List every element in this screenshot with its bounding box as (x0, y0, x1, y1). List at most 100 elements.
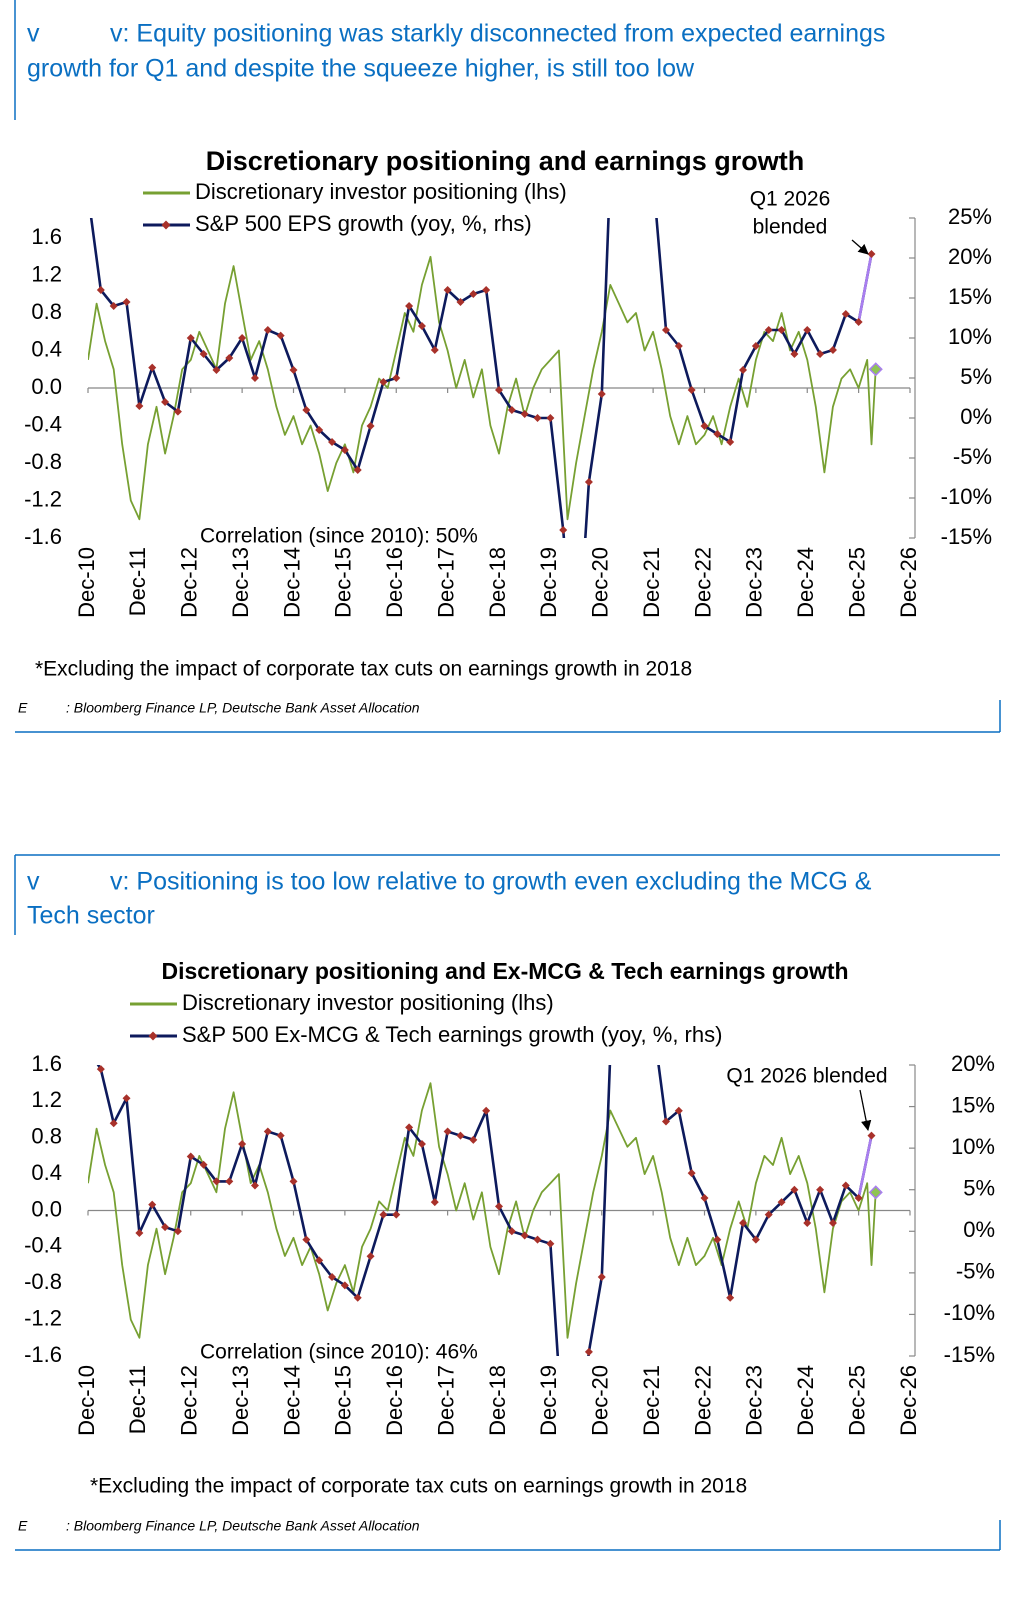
chart-note: Correlation (since 2010): 46% (200, 1341, 478, 1364)
point-marker (122, 1094, 131, 1103)
point-marker (238, 334, 247, 342)
point-marker (430, 346, 439, 354)
y-tick-label: -1.2 (24, 486, 62, 511)
point-marker (186, 1152, 195, 1161)
annotation-arrow (859, 1089, 872, 1132)
point-marker (96, 286, 105, 294)
point-marker (392, 374, 401, 382)
point-marker (854, 1194, 863, 1203)
point-marker (186, 334, 195, 342)
y2-tick-label: 20% (951, 1051, 995, 1076)
point-marker (790, 350, 799, 358)
y-tick-label: 1.2 (31, 261, 62, 286)
point-marker (828, 1218, 837, 1227)
point-marker (828, 346, 837, 354)
x-tick-label: Dec-10 (74, 547, 99, 618)
point-marker (803, 326, 812, 334)
point-marker (250, 1181, 259, 1190)
annotation-arrow (851, 239, 869, 255)
point-marker (841, 1181, 850, 1190)
x-tick-label: Dec-20 (588, 547, 613, 618)
y2-tick-label: -10% (944, 1300, 995, 1325)
annotation: blended (753, 216, 828, 239)
point-marker (661, 1117, 670, 1126)
point-marker (507, 406, 516, 414)
point-marker (584, 478, 593, 486)
point-marker (289, 366, 298, 374)
y-tick-label: -1.6 (24, 524, 62, 549)
point-marker (469, 290, 478, 298)
point-marker (867, 250, 876, 258)
point-marker (559, 526, 568, 534)
point-marker (379, 1210, 388, 1219)
source-label: E (18, 700, 28, 716)
x-tick-label: Dec-21 (639, 547, 664, 618)
x-tick-label: Dec-15 (331, 1365, 356, 1436)
highlight-segment (857, 253, 873, 323)
x-tick-label: Dec-25 (844, 1365, 869, 1436)
point-marker (661, 326, 670, 334)
point-marker (764, 326, 773, 334)
point-marker (674, 342, 683, 350)
point-marker (122, 298, 131, 306)
point-marker (135, 1228, 144, 1237)
series-line (88, 1082, 877, 1339)
y-tick-label: -0.8 (24, 449, 62, 474)
point-marker (764, 1210, 773, 1219)
point-marker (302, 1235, 311, 1244)
legend-label: Discretionary investor positioning (lhs) (195, 179, 567, 204)
point-marker (713, 1235, 722, 1244)
x-tick-label: Dec-18 (485, 547, 510, 618)
point-marker (109, 1119, 118, 1128)
point-marker (751, 1235, 760, 1244)
point-marker (443, 286, 452, 294)
point-marker (700, 1194, 709, 1203)
highlight-segment (857, 1135, 873, 1199)
y-tick-label: 0.8 (31, 299, 62, 324)
series-line (88, 255, 877, 521)
x-tick-label: Dec-22 (690, 1365, 715, 1436)
point-marker (469, 1135, 478, 1144)
point-marker (161, 398, 170, 406)
point-marker (199, 1160, 208, 1169)
point-marker (289, 1177, 298, 1186)
point-marker (520, 410, 529, 418)
point-marker (803, 1218, 812, 1227)
x-tick-label: Dec-16 (382, 1365, 407, 1436)
point-marker (674, 1106, 683, 1115)
point-marker (353, 1293, 362, 1302)
footnote: *Excluding the impact of corporate tax c… (90, 1475, 747, 1498)
x-tick-label: Dec-23 (742, 547, 767, 618)
point-marker (302, 406, 311, 414)
heading-label: v (27, 20, 40, 48)
x-tick-label: Dec-25 (844, 547, 869, 618)
point-marker (148, 363, 157, 372)
y-tick-label: 0.8 (31, 1124, 62, 1149)
x-tick-label: Dec-22 (690, 547, 715, 618)
point-marker (443, 1127, 452, 1136)
y2-tick-label: 0% (963, 1217, 995, 1242)
point-marker (597, 1273, 606, 1282)
end-marker (868, 1185, 883, 1200)
y2-tick-label: 15% (951, 1092, 995, 1117)
plot-area (84, 190, 877, 538)
point-marker (315, 426, 324, 434)
chart-title: Discretionary positioning and Ex-MCG & T… (161, 958, 848, 984)
point-marker (611, 936, 619, 944)
end-marker (868, 362, 883, 377)
y-tick-label: -0.4 (24, 411, 62, 436)
x-tick-label: Dec-11 (125, 1365, 150, 1434)
point-marker (482, 1106, 491, 1115)
point-marker (379, 378, 388, 386)
point-marker (495, 386, 503, 394)
annotation: Q1 2026 blended (726, 1065, 887, 1088)
y2-tick-label: 0% (960, 404, 992, 429)
point-marker (148, 1200, 157, 1209)
point-marker (353, 466, 362, 474)
y2-tick-label: -5% (953, 444, 992, 469)
legend-label: S&P 500 Ex-MCG & Tech earnings growth (y… (182, 1022, 722, 1047)
point-marker (84, 190, 92, 198)
series-line (89, 218, 873, 538)
point-marker (225, 354, 234, 362)
